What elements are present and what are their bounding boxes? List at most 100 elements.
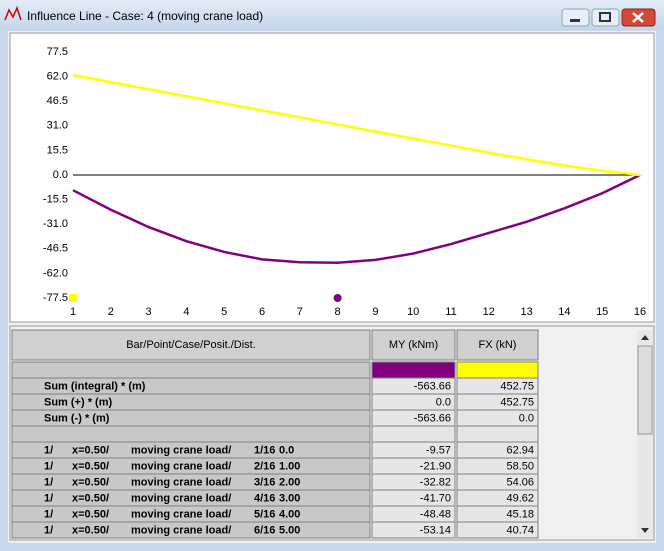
- close-icon: [632, 12, 644, 23]
- row-bar: 1/: [44, 444, 53, 456]
- x-tick-label: 14: [558, 306, 570, 318]
- x-tick-label: 13: [520, 306, 532, 318]
- row-bar: 1/: [44, 508, 53, 520]
- fx-value: 62.94: [506, 444, 534, 456]
- my-value: -21.90: [420, 460, 451, 472]
- y-tick-label: 62.0: [47, 71, 68, 83]
- legend-swatch: [371, 361, 456, 379]
- chart: 77.5 62.0 46.5 31.0 15.5 0.0 -15.5 -31.0 -46.5 -6…: [43, 46, 646, 318]
- minimize-icon: [570, 19, 580, 22]
- y-tick-label: 31.0: [47, 120, 68, 132]
- row-point: 5/16: [254, 508, 275, 520]
- my-value: -48.48: [420, 508, 451, 520]
- my-value: -563.66: [414, 412, 451, 424]
- row-dist: 4.00: [279, 508, 300, 520]
- row-point: 4/16: [254, 492, 275, 504]
- row-dist: 5.00: [279, 524, 300, 536]
- row-label: Sum (+) * (m): [44, 396, 112, 408]
- row-case: moving crane load/: [131, 524, 231, 536]
- row-bar: 1/: [44, 492, 53, 504]
- window-title: Influence Line - Case: 4 (moving crane l…: [27, 9, 263, 23]
- row-dist: 1.00: [279, 460, 300, 472]
- fx-value: 40.74: [506, 524, 534, 536]
- fx-value: 452.75: [500, 396, 534, 408]
- header-label: Bar/Point/Case/Posit./Dist.: [126, 339, 256, 351]
- x-tick-label: 8: [335, 306, 341, 318]
- value-cell: [371, 521, 456, 539]
- row-point: 1/16: [254, 444, 275, 456]
- title-bar: [0, 0, 664, 30]
- row-pos: x=0.50/: [72, 492, 109, 504]
- row-case: moving crane load/: [131, 492, 231, 504]
- row-bar: 1/: [44, 460, 53, 472]
- row-bar: 1/: [44, 524, 53, 536]
- row-label: Sum (-) * (m): [44, 412, 110, 424]
- y-tick-label: 46.5: [47, 95, 68, 107]
- y-tick-label: 0.0: [53, 169, 68, 181]
- app-icon: [4, 5, 22, 21]
- series-line: [72, 173, 641, 265]
- row-point: 3/16: [254, 476, 275, 488]
- series-line: [72, 73, 641, 177]
- y-tick-label: 15.5: [47, 144, 68, 156]
- point-marker: [69, 294, 77, 302]
- y-tick-label: -77.5: [43, 292, 68, 304]
- x-tick-label: 16: [634, 306, 646, 318]
- header-label: FX (kN): [479, 339, 517, 351]
- row-pos: x=0.50/: [72, 460, 109, 472]
- value-cell: [456, 425, 539, 443]
- y-tick-label: -31.0: [43, 218, 68, 230]
- my-value: 0.0: [436, 396, 451, 408]
- row-dist: 2.00: [279, 476, 300, 488]
- row-point: 6/16: [254, 524, 275, 536]
- maximize-icon: [599, 12, 611, 22]
- y-tick-label: -46.5: [43, 243, 68, 255]
- my-value: -563.66: [414, 380, 451, 392]
- my-value: -32.82: [420, 476, 451, 488]
- chart-panel: [9, 32, 655, 323]
- row-case: moving crane load/: [131, 508, 231, 520]
- fx-value: 54.06: [506, 476, 534, 488]
- x-tick-label: 10: [407, 306, 419, 318]
- y-tick-label: -62.0: [43, 267, 68, 279]
- x-tick-label: 6: [259, 306, 265, 318]
- table: Bar/Point/Case/Posit./Dist. MY (kNm) FX (k…: [11, 329, 539, 539]
- row-pos: x=0.50/: [72, 508, 109, 520]
- x-tick-label: 5: [221, 306, 227, 318]
- row-dist: 3.00: [279, 492, 300, 504]
- x-tick-label: 2: [108, 306, 114, 318]
- row-case: moving crane load/: [131, 476, 231, 488]
- row-pos: x=0.50/: [72, 444, 109, 456]
- header-cell: [11, 329, 371, 361]
- x-tick-label: 4: [183, 306, 189, 318]
- row-label: Sum (integral) * (m): [44, 380, 146, 392]
- row-point: 2/16: [254, 460, 275, 472]
- row-dist: 0.0: [279, 444, 294, 456]
- header-cell: [371, 329, 456, 361]
- scroll-thumb[interactable]: [637, 345, 653, 435]
- x-tick-label: 7: [297, 306, 303, 318]
- row-pos: x=0.50/: [72, 476, 109, 488]
- maximize-button[interactable]: [591, 8, 620, 27]
- x-tick-label: 11: [445, 306, 456, 318]
- row-bar: 1/: [44, 476, 53, 488]
- y-tick-label: -15.5: [43, 194, 68, 206]
- row-label-cell: [11, 521, 371, 539]
- my-value: -41.70: [420, 492, 451, 504]
- value-cell: [456, 521, 539, 539]
- x-tick-label: 3: [146, 306, 152, 318]
- point-marker: [333, 294, 342, 302]
- fx-value: 452.75: [500, 380, 534, 392]
- minimize-button[interactable]: [561, 8, 590, 27]
- x-tick-label: 1: [70, 306, 76, 318]
- x-tick-label: 9: [372, 306, 378, 318]
- fx-value: 45.18: [506, 508, 534, 520]
- fx-value: 49.62: [506, 492, 534, 504]
- row-label-cell: [11, 425, 371, 443]
- row-pos: x=0.50/: [72, 524, 109, 536]
- row-case: moving crane load/: [131, 444, 231, 456]
- row-case: moving crane load/: [131, 460, 231, 472]
- legend-swatch: [456, 361, 539, 379]
- my-value: -9.57: [426, 444, 451, 456]
